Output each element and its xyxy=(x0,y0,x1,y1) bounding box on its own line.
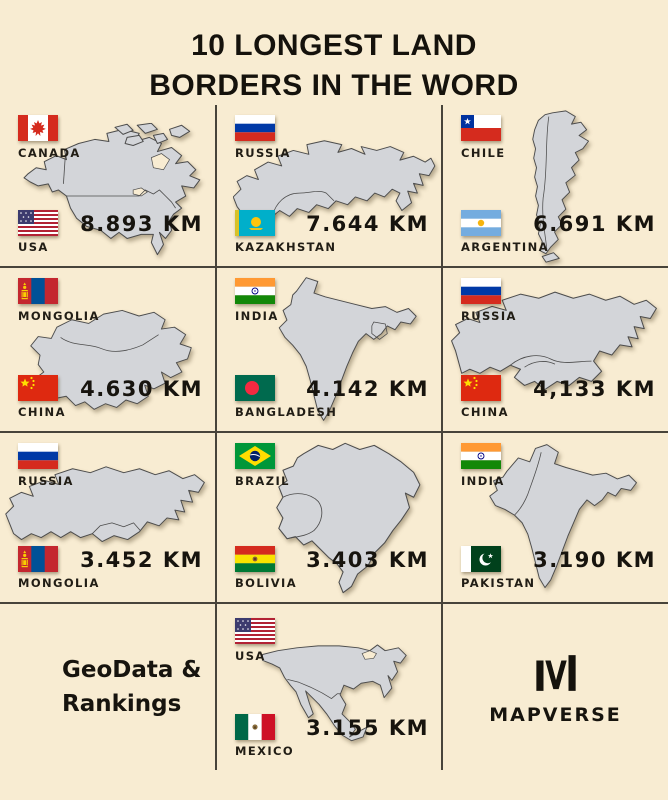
usa-mexico-map xyxy=(251,618,433,760)
border-card-usa-mexico: USA MEXICO 3.155 KM xyxy=(217,604,443,771)
credit-line-1: GeoData & xyxy=(62,656,202,683)
border-card-russia-mongolia: RUSSIA MONGOLIA 3.452 KM xyxy=(0,433,217,603)
distance-value: 6.691 KM xyxy=(533,212,656,237)
india-bangladesh-map xyxy=(241,268,439,432)
bangladesh-flag-icon xyxy=(235,375,275,402)
border-card-brazil-bolivia: BRAZIL BOLIVIA 3.403 KM xyxy=(217,433,443,603)
mongolia-flag-icon xyxy=(18,546,58,573)
country-label: ARGENTINA xyxy=(461,240,549,255)
brand-block: MAPVERSE xyxy=(443,604,668,770)
distance-value: 3.403 KM xyxy=(306,548,429,573)
canada-usa-map xyxy=(22,122,214,265)
argentina-flag-icon xyxy=(461,210,501,237)
usa-flag-icon xyxy=(18,210,58,237)
country-label: USA xyxy=(235,649,266,664)
china-flag-icon xyxy=(18,375,58,402)
border-card-russia-kazakhstan: RUSSIA KAZAKHSTAN 7.644 KM xyxy=(217,105,443,267)
footer-row: GeoData & Rankings USA MEXICO 3.155 KM xyxy=(0,604,668,780)
russia-flag-icon xyxy=(18,443,58,470)
russia-flag-icon xyxy=(461,278,501,305)
border-card-canada-usa: CANADA USA 8.893 KM xyxy=(0,105,217,267)
kazakhstan-flag-icon xyxy=(235,210,275,237)
distance-value: 8.893 KM xyxy=(80,212,203,237)
mexico-flag-icon xyxy=(235,714,275,741)
row-3: RUSSIA MONGOLIA 3.452 KM BRAZIL xyxy=(0,433,668,605)
border-card-india-bangladesh: INDIA BANGLADESH 4.142 KM xyxy=(217,268,443,432)
india-flag-icon xyxy=(235,278,275,305)
mongolia-china-map xyxy=(12,288,210,428)
usa-flag-icon xyxy=(235,618,275,645)
pakistan-flag-icon xyxy=(461,546,501,573)
country-label: INDIA xyxy=(235,309,279,324)
brazil-flag-icon xyxy=(235,443,275,470)
russia-china-map xyxy=(449,282,663,424)
distance-value: 3.452 KM xyxy=(80,548,203,573)
india-flag-icon xyxy=(461,443,501,470)
border-card-chile-argentina: CHILE ARGENTINA 6.691 KM xyxy=(443,105,668,266)
mapverse-m-icon xyxy=(529,648,583,698)
row-1: CANADA USA 8.893 KM xyxy=(0,105,668,269)
row-2: MONGOLIA CHINA 4.630 KM INDIA xyxy=(0,268,668,434)
distance-value: 3.155 KM xyxy=(306,716,429,741)
country-label: MONGOLIA xyxy=(18,576,100,591)
title-line-1: 10 LONGEST LAND xyxy=(191,29,477,62)
page-title: 10 LONGEST LAND BORDERS IN THE WORD xyxy=(0,0,668,105)
distance-value: 4,133 KM xyxy=(533,377,656,402)
distance-value: 4.142 KM xyxy=(306,377,429,402)
bolivia-flag-icon xyxy=(235,546,275,573)
brand-name: MAPVERSE xyxy=(489,704,622,727)
country-label: CHINA xyxy=(18,405,66,420)
distance-value: 4.630 KM xyxy=(80,377,203,402)
country-label: CHILE xyxy=(461,146,506,161)
india-pakistan-map xyxy=(471,437,659,599)
country-label: USA xyxy=(18,240,49,255)
country-label: BANGLADESH xyxy=(235,405,338,420)
border-card-india-pakistan: INDIA PAKISTAN 3.190 KM xyxy=(443,433,668,602)
country-label: RUSSIA xyxy=(18,474,74,489)
brazil-bolivia-map xyxy=(241,435,439,601)
country-label: CANADA xyxy=(18,146,81,161)
country-label: RUSSIA xyxy=(461,309,517,324)
chile-flag-icon xyxy=(461,115,501,142)
country-label: CHINA xyxy=(461,405,509,420)
title-line-2: BORDERS IN THE WORD xyxy=(149,68,519,102)
country-label: PAKISTAN xyxy=(461,576,536,591)
russia-flag-icon xyxy=(235,115,275,142)
china-flag-icon xyxy=(461,375,501,402)
country-label: BOLIVIA xyxy=(235,576,298,591)
chile-argentina-map xyxy=(493,109,633,265)
distance-value: 3.190 KM xyxy=(533,548,656,573)
mongolia-flag-icon xyxy=(18,278,58,305)
country-label: RUSSIA xyxy=(235,146,291,161)
country-label: KAZAKHSTAN xyxy=(235,240,337,255)
country-label: INDIA xyxy=(461,474,505,489)
country-label: MONGOLIA xyxy=(18,309,100,324)
border-card-mongolia-china: MONGOLIA CHINA 4.630 KM xyxy=(0,268,217,432)
credit-line-2: Rankings xyxy=(62,691,182,718)
russia-mongolia-map xyxy=(4,455,214,573)
canada-flag-icon xyxy=(18,115,58,142)
distance-value: 7.644 KM xyxy=(306,212,429,237)
russia-kazakhstan-map xyxy=(232,133,437,259)
country-label: BRAZIL xyxy=(235,474,290,489)
credit-block: GeoData & Rankings xyxy=(0,604,217,771)
country-label: MEXICO xyxy=(235,744,295,759)
border-card-russia-china: RUSSIA CHINA 4,133 KM xyxy=(443,268,668,431)
